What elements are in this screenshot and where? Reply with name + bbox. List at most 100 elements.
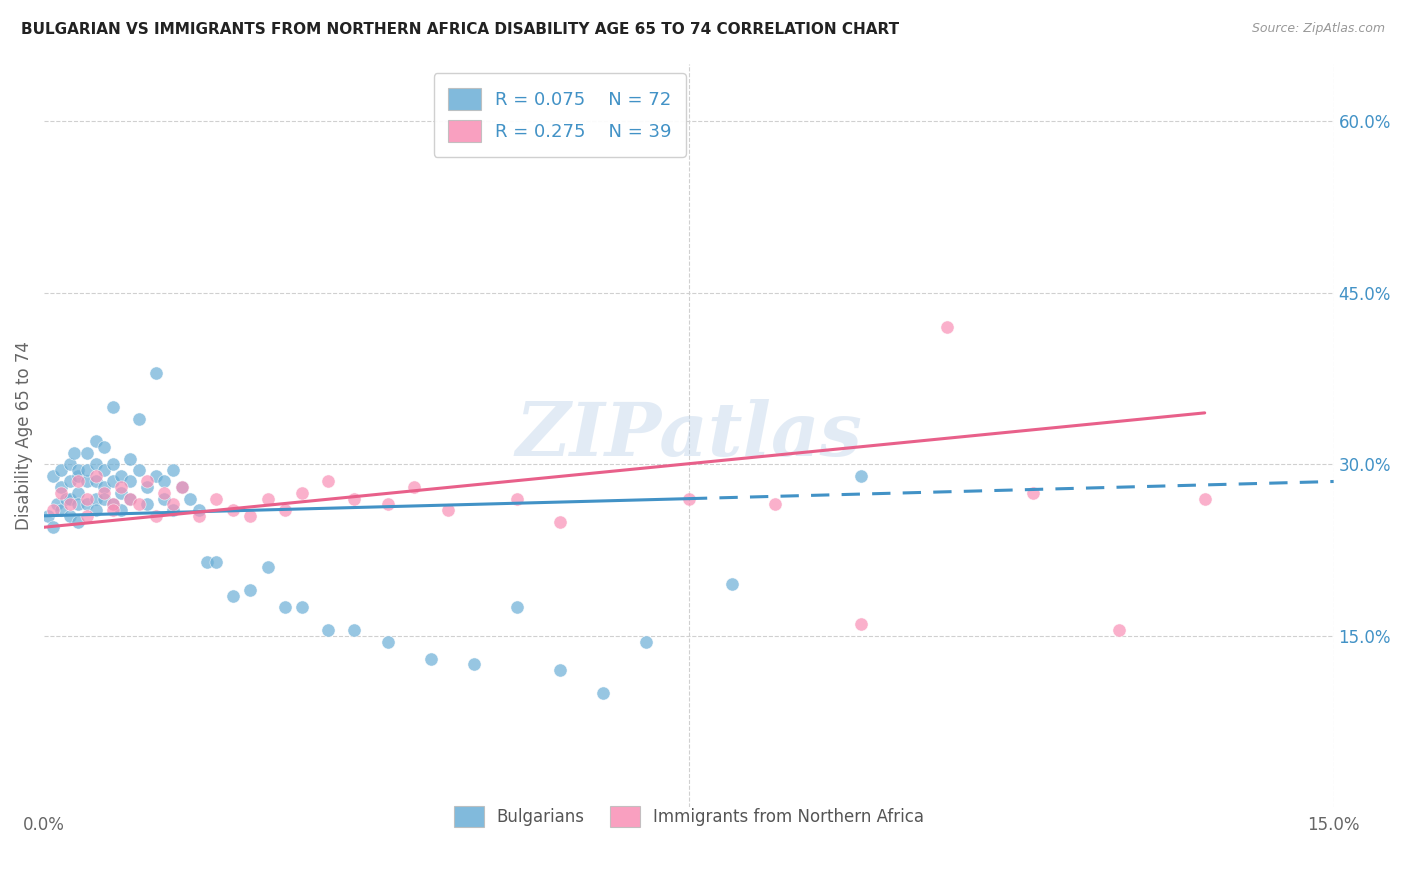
Point	[59, 508, 82, 523]
Text: Source: ZipAtlas.com: Source: ZipAtlas.com	[1251, 22, 1385, 36]
Point	[76, 508, 98, 523]
Point	[316, 475, 339, 489]
Point	[377, 634, 399, 648]
Point	[1194, 491, 1216, 506]
Point	[76, 463, 98, 477]
Point	[153, 486, 176, 500]
Point	[153, 475, 176, 489]
Point	[136, 480, 159, 494]
Point	[76, 475, 98, 489]
Point	[162, 497, 184, 511]
Point	[76, 446, 98, 460]
Point	[162, 503, 184, 517]
Point	[51, 503, 73, 517]
Text: ZIPatlas: ZIPatlas	[516, 400, 862, 472]
Point	[84, 458, 107, 472]
Point	[67, 515, 90, 529]
Point	[120, 491, 142, 506]
Point	[63, 446, 86, 460]
Point	[145, 468, 167, 483]
Point	[93, 480, 115, 494]
Point	[197, 555, 219, 569]
Point	[162, 463, 184, 477]
Point	[179, 491, 201, 506]
Point	[120, 491, 142, 506]
Point	[67, 486, 90, 500]
Point	[402, 480, 425, 494]
Point	[145, 366, 167, 380]
Point	[548, 515, 571, 529]
Point	[110, 468, 132, 483]
Point	[101, 475, 124, 489]
Point	[187, 508, 209, 523]
Point	[101, 400, 124, 414]
Point	[110, 486, 132, 500]
Point	[59, 475, 82, 489]
Point	[110, 480, 132, 494]
Point	[101, 497, 124, 511]
Point	[170, 480, 193, 494]
Point	[120, 451, 142, 466]
Point	[67, 497, 90, 511]
Point	[205, 491, 228, 506]
Point	[721, 577, 744, 591]
Point	[128, 411, 150, 425]
Point	[67, 463, 90, 477]
Text: BULGARIAN VS IMMIGRANTS FROM NORTHERN AFRICA DISABILITY AGE 65 TO 74 CORRELATION: BULGARIAN VS IMMIGRANTS FROM NORTHERN AF…	[21, 22, 900, 37]
Point	[678, 491, 700, 506]
Point	[84, 468, 107, 483]
Point	[101, 503, 124, 517]
Point	[84, 503, 107, 517]
Point	[849, 468, 872, 483]
Point	[222, 589, 245, 603]
Point	[84, 491, 107, 506]
Point	[76, 497, 98, 511]
Point	[342, 491, 364, 506]
Point	[274, 600, 297, 615]
Point	[37, 508, 59, 523]
Point	[128, 463, 150, 477]
Point	[145, 508, 167, 523]
Point	[153, 491, 176, 506]
Point	[51, 463, 73, 477]
Point	[274, 503, 297, 517]
Y-axis label: Disability Age 65 to 74: Disability Age 65 to 74	[15, 342, 32, 530]
Point	[291, 600, 314, 615]
Point	[46, 497, 69, 511]
Point	[763, 497, 786, 511]
Point	[239, 583, 262, 598]
Point	[506, 491, 529, 506]
Point	[41, 520, 63, 534]
Point	[170, 480, 193, 494]
Point	[59, 458, 82, 472]
Point	[256, 491, 278, 506]
Point	[51, 486, 73, 500]
Point	[463, 657, 485, 672]
Point	[1022, 486, 1045, 500]
Point	[41, 503, 63, 517]
Point	[41, 468, 63, 483]
Point	[342, 623, 364, 637]
Point	[420, 652, 443, 666]
Point	[93, 486, 115, 500]
Point	[291, 486, 314, 500]
Point	[136, 497, 159, 511]
Point	[592, 686, 614, 700]
Point	[935, 320, 957, 334]
Point	[316, 623, 339, 637]
Point	[128, 497, 150, 511]
Point	[51, 480, 73, 494]
Point	[76, 491, 98, 506]
Point	[136, 475, 159, 489]
Point	[55, 491, 77, 506]
Point	[506, 600, 529, 615]
Point	[120, 475, 142, 489]
Point	[256, 560, 278, 574]
Point	[93, 440, 115, 454]
Point	[634, 634, 657, 648]
Point	[437, 503, 460, 517]
Point	[849, 617, 872, 632]
Point	[84, 434, 107, 449]
Point	[205, 555, 228, 569]
Point	[101, 458, 124, 472]
